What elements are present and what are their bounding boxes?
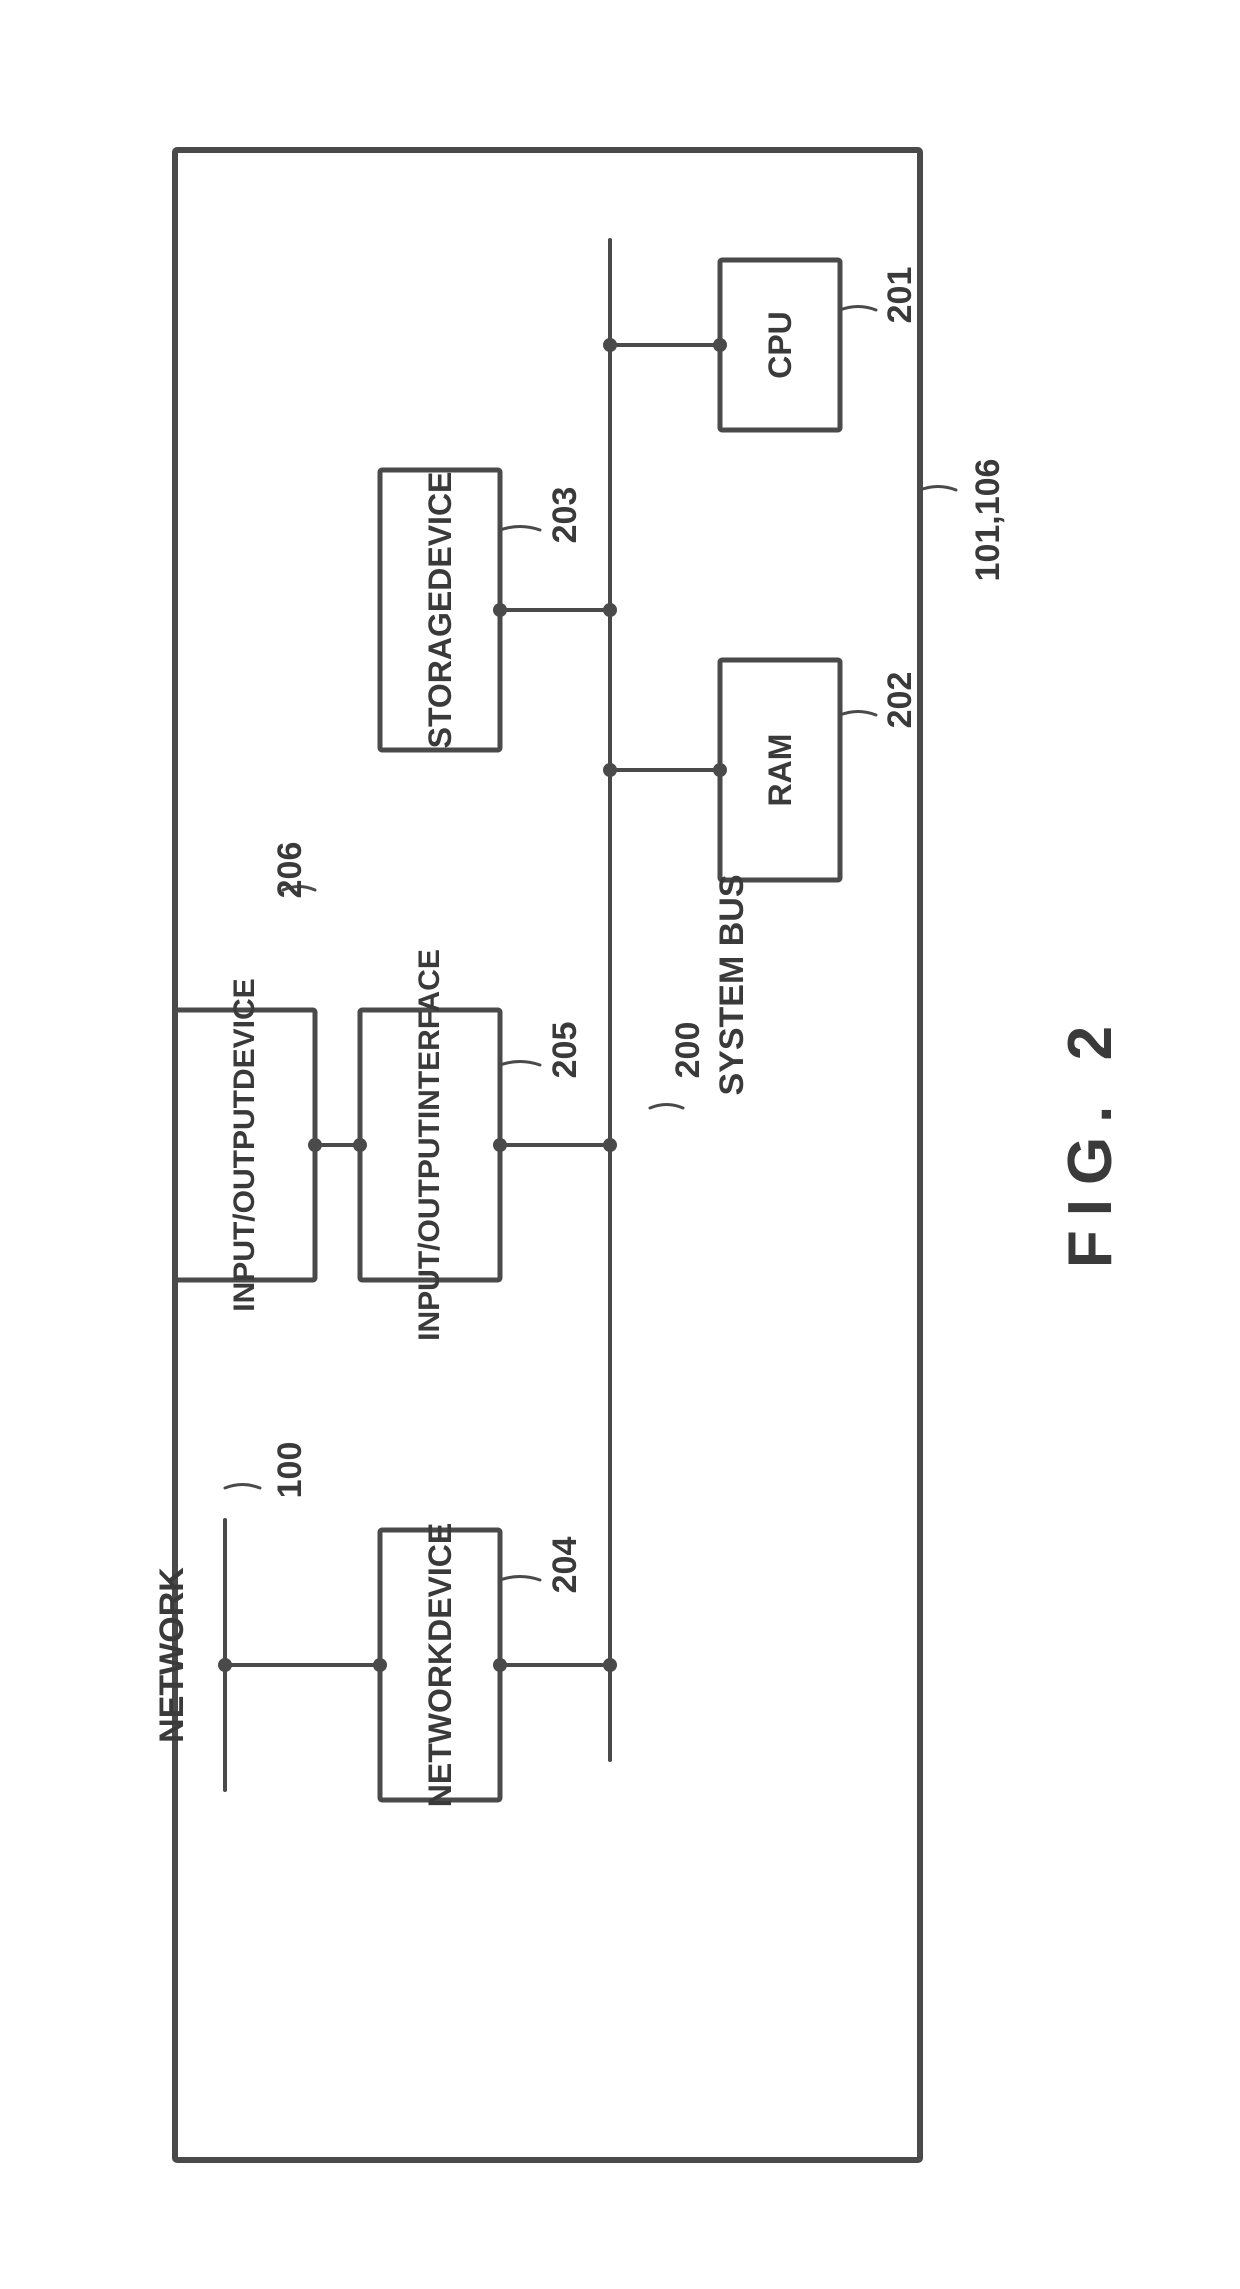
- diagram-stage: FIG. 2 101,106 SYSTEM BUS 200 CPU RAM ST…: [0, 0, 1240, 2289]
- cpu-block-label: CPU: [750, 265, 810, 425]
- storage-block-label: STORAGEDEVICE: [395, 480, 485, 740]
- network-device-ref: 204: [545, 1505, 585, 1625]
- ram-ref: 202: [880, 640, 920, 760]
- outer-box-ref: 101,106: [968, 420, 1008, 620]
- io-interface-block-label: INPUT/OUTPUTINTERFACE: [380, 1005, 480, 1285]
- io-device-ref: 206: [270, 810, 310, 930]
- system-bus-label: SYSTEM BUS: [712, 825, 752, 1145]
- external-network-label: NETWORK: [152, 1525, 192, 1785]
- ram-block-label: RAM: [750, 670, 810, 870]
- system-bus-ref: 200: [668, 990, 708, 1110]
- io-device-block-label: INPUT/OUTPUTDEVICE: [195, 1005, 295, 1285]
- figure-title: FIG. 2: [1050, 840, 1130, 1440]
- network-device-block-label: NETWORKDEVICE: [395, 1535, 485, 1795]
- storage-ref: 203: [545, 455, 585, 575]
- cpu-ref: 201: [880, 235, 920, 355]
- external-network-ref: 100: [270, 1410, 310, 1530]
- io-interface-ref: 205: [545, 990, 585, 1110]
